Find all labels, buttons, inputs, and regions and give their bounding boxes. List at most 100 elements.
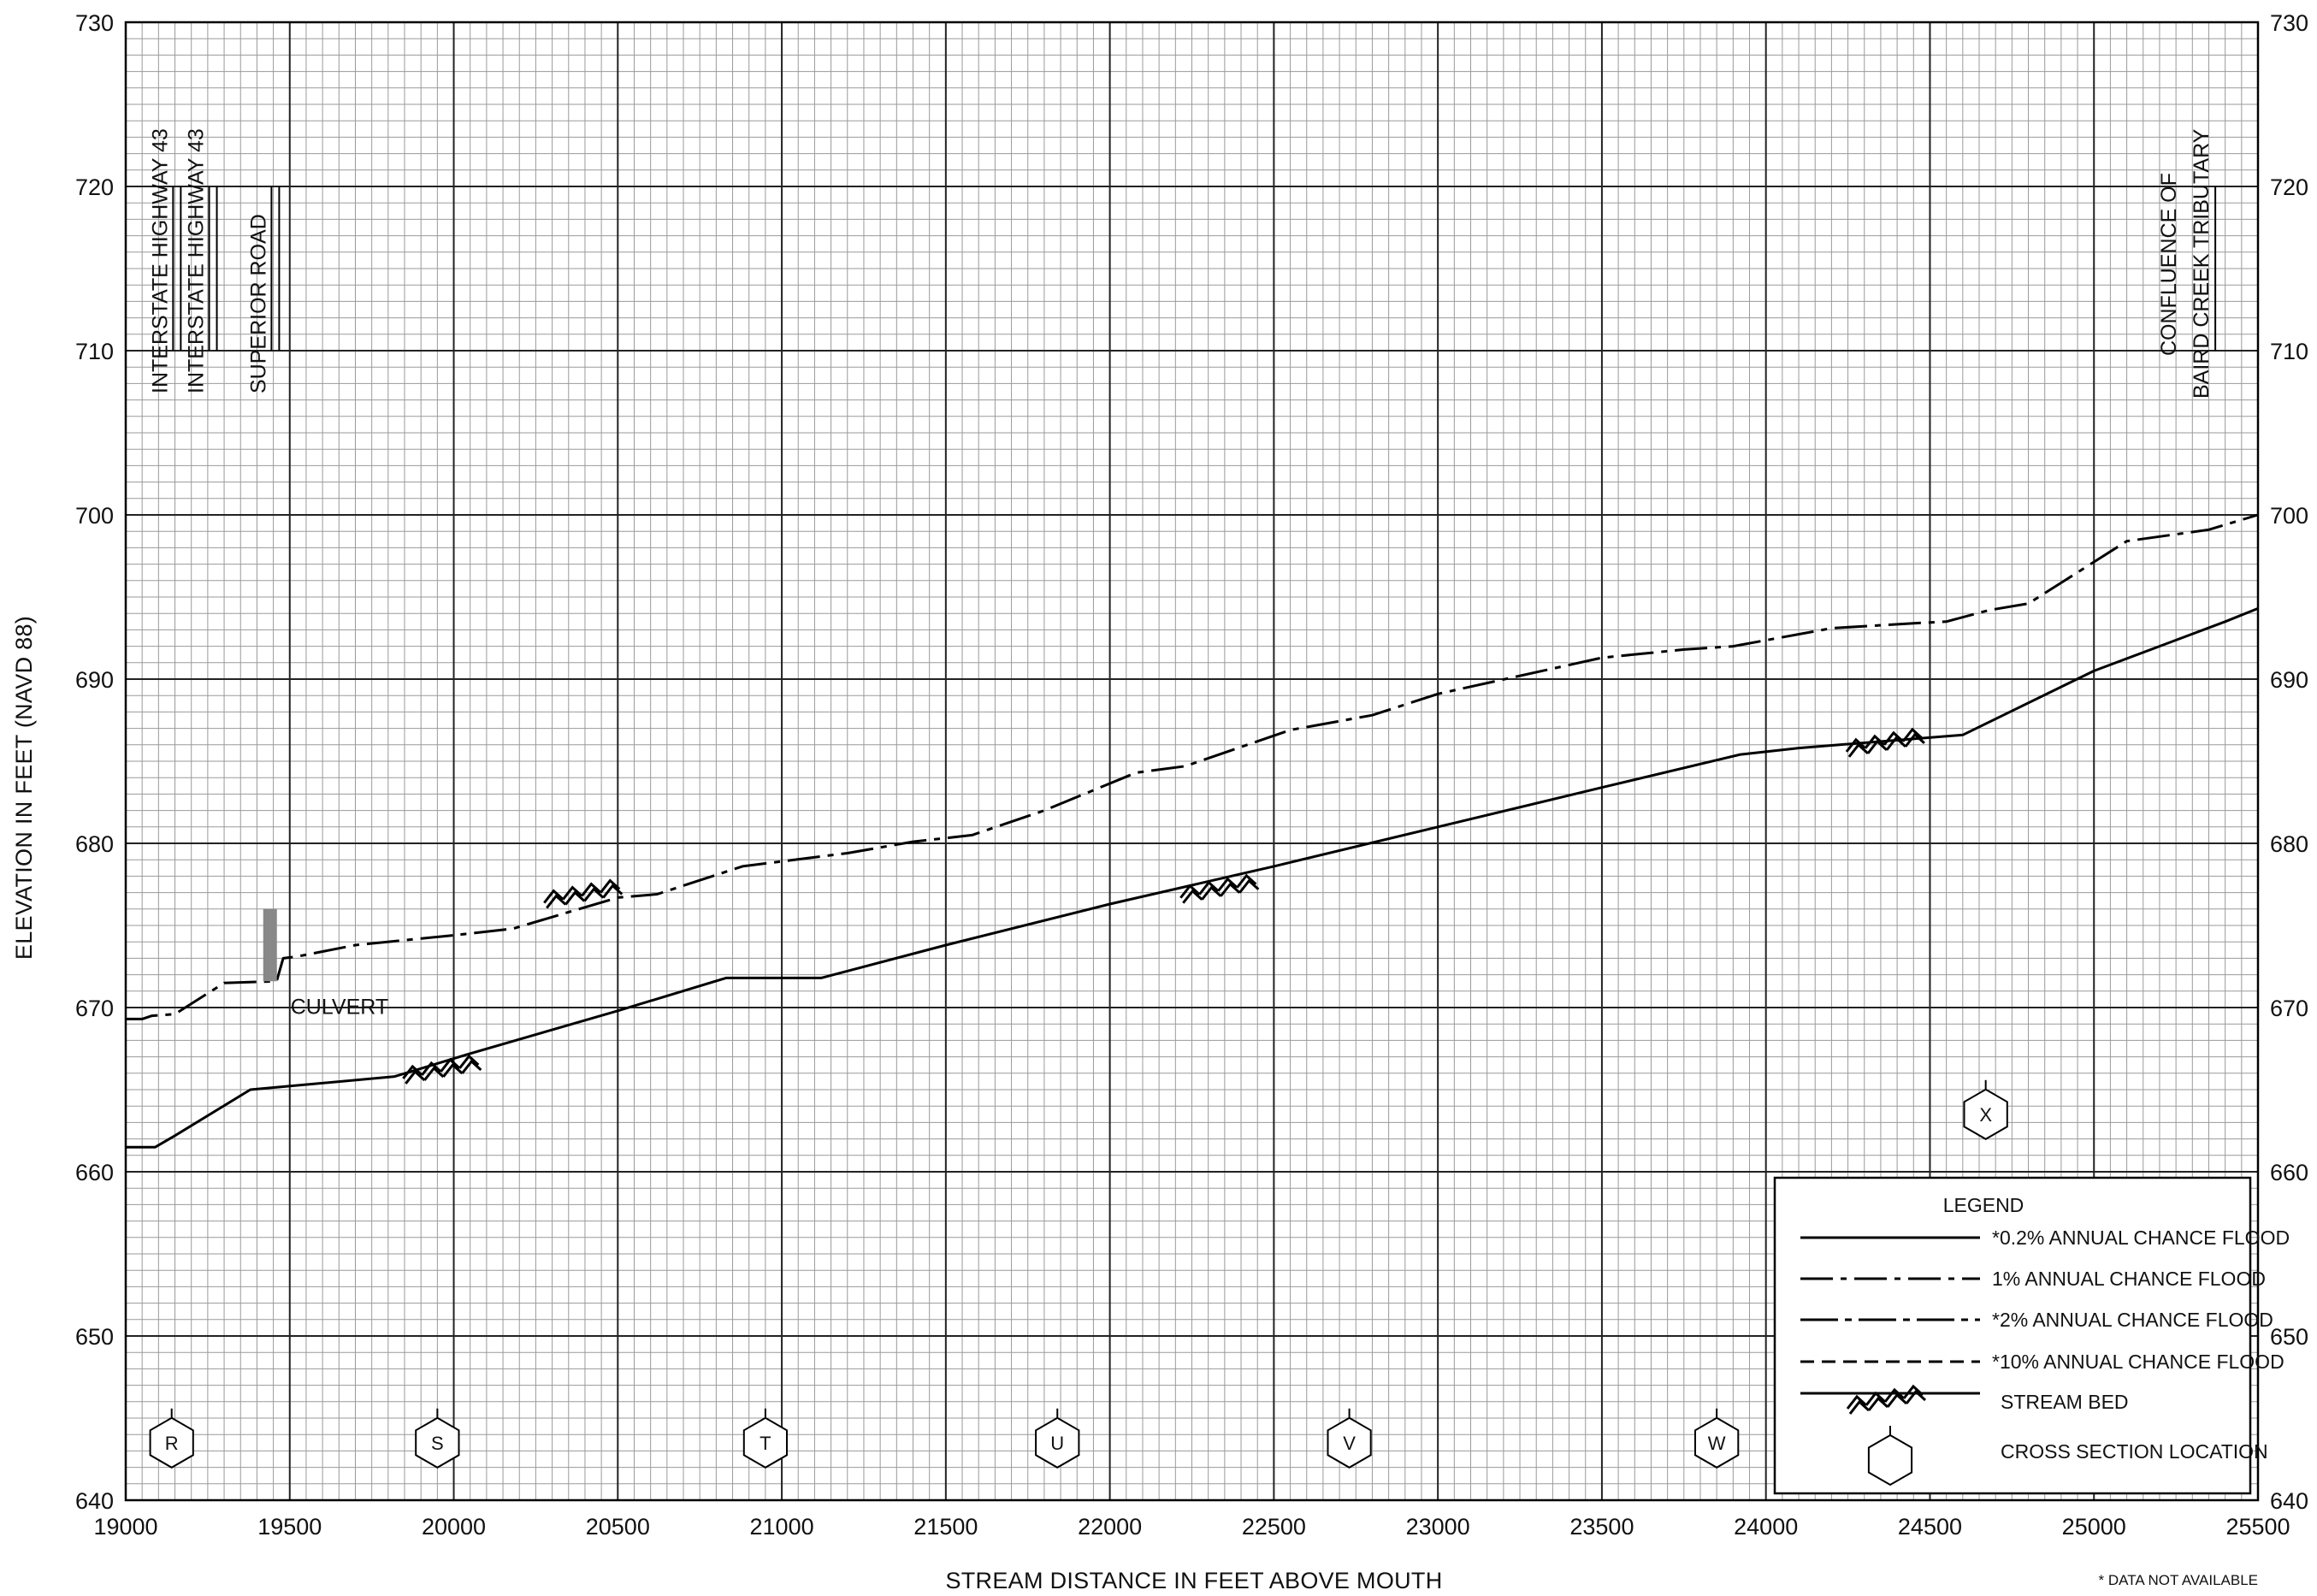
legend-item-4: STREAM BED <box>2001 1391 2129 1413</box>
cross-section-hexagon <box>1694 1416 1740 1469</box>
stream-bed-stroke <box>442 1062 464 1078</box>
stream-bed-stroke <box>1867 1396 1889 1411</box>
y-tick-label-left: 660 <box>75 1160 114 1185</box>
stream-bed-stroke <box>1886 1392 1908 1408</box>
stream-bed-mark <box>1845 727 1925 758</box>
y-tick-label-left: 730 <box>75 10 114 36</box>
stream-bed-stroke <box>1901 727 1923 742</box>
stream-bed-stroke <box>1883 730 1904 746</box>
y-tick-label-right: 660 <box>2270 1160 2308 1185</box>
stream-bed-stroke <box>1220 882 1241 897</box>
stream-bed-mark <box>402 1054 482 1085</box>
y-tick-label-right: 710 <box>2270 339 2308 364</box>
y-tick-label-right: 680 <box>2270 831 2308 857</box>
culvert-bar <box>263 908 277 982</box>
structure-label: INTERSTATE HIGHWAY 43 <box>148 128 172 393</box>
y-tick-label-left: 650 <box>75 1324 114 1350</box>
structure-label: INTERSTATE HIGHWAY 43 <box>185 128 209 393</box>
legend-item-1: 1% ANNUAL CHANCE FLOOD <box>1992 1268 2266 1290</box>
x-tick-label: 21000 <box>750 1514 814 1540</box>
cross-section-hexagon <box>149 1416 194 1469</box>
series-line-1 <box>126 513 2259 1020</box>
y-tick-label-right: 720 <box>2270 174 2308 200</box>
structure-label: SUPERIOR ROAD <box>246 214 270 393</box>
y-tick-label-left: 680 <box>75 831 114 857</box>
y-tick-label-left: 670 <box>75 996 114 1021</box>
axis-tick-labels: 19000 19500 20000 20500 21000 21500 22000 22500… <box>75 10 2308 1540</box>
cross-section-hexagon <box>1035 1416 1080 1469</box>
stream-bed-stroke <box>1905 1389 1927 1404</box>
stream-bed-stroke <box>1885 736 1906 751</box>
structure-markers: INTERSTATE HIGHWAY 43 INTERSTATE HIGHWAY … <box>148 128 2217 399</box>
legend-item-0: *0.2% ANNUAL CHANCE FLOOD <box>1992 1227 2290 1249</box>
legend-swatch-stream-bed <box>1846 1384 1927 1415</box>
cross-section-hexagon <box>1963 1088 2008 1140</box>
y-tick-label-left: 720 <box>75 174 114 200</box>
x-tick-label: 25000 <box>2062 1514 2126 1540</box>
y-tick-label-right: 700 <box>2270 503 2308 529</box>
cross-section-label: R <box>165 1433 179 1454</box>
y-tick-label-left: 640 <box>75 1488 114 1514</box>
y-tick-label-right: 690 <box>2270 667 2308 693</box>
footnote: * DATA NOT AVAILABLE <box>2099 1572 2258 1588</box>
y-tick-label-left: 690 <box>75 667 114 693</box>
stream-bed-stroke <box>1864 734 1885 749</box>
stream-bed-stroke <box>1201 885 1222 901</box>
stream-bed-stroke <box>1198 880 1220 896</box>
cross-section-label: T <box>760 1433 771 1454</box>
cross-section-label: S <box>431 1433 444 1454</box>
x-tick-label: 22500 <box>1242 1514 1306 1540</box>
legend-box <box>1773 1176 2252 1495</box>
x-tick-label: 24500 <box>1898 1514 1962 1540</box>
stream-bed-stroke <box>1179 884 1201 899</box>
stream-bed-stroke <box>423 1066 445 1081</box>
stream-bed-stroke <box>1845 737 1866 753</box>
stream-bed-stroke <box>562 885 583 901</box>
stream-bed-stroke <box>1217 877 1238 892</box>
x-tick-label: 22000 <box>1078 1514 1142 1540</box>
stream-bed-stroke <box>405 1069 426 1085</box>
y-axis-title: ELEVATION IN FEET (NAVD 88) <box>11 616 37 960</box>
stream-bed-stroke <box>1904 732 1925 748</box>
stream-bed-stroke <box>1902 1384 1924 1399</box>
stream-bed-stroke <box>1866 739 1888 754</box>
stream-bed-stroke <box>1847 742 1869 758</box>
cross-section-hexagon <box>742 1416 788 1469</box>
x-axis-title: STREAM DISTANCE IN FEET ABOVE MOUTH <box>945 1568 1442 1593</box>
x-tick-label: 23500 <box>1569 1514 1634 1540</box>
y-tick-label-right: 640 <box>2270 1488 2308 1514</box>
stream-bed-stroke <box>546 894 567 909</box>
legend-swatch-cross-section <box>1867 1433 1913 1487</box>
stream-bed-stroke <box>458 1054 480 1069</box>
cross-section-label: X <box>1979 1104 1992 1126</box>
stream-bed-stroke <box>581 882 602 897</box>
legend-title: LEGEND <box>1943 1194 2024 1216</box>
series-line-0 <box>126 607 2259 1149</box>
stream-bed-stroke <box>461 1059 482 1074</box>
stream-bed-mark <box>1179 873 1260 904</box>
stream-bed-stroke <box>1883 1387 1906 1403</box>
stream-bed-stroke <box>564 890 586 906</box>
x-tick-label: 23000 <box>1406 1514 1470 1540</box>
legend: LEGEND *0.2% ANNUAL CHANCE FLOOD 1% ANNUAL… <box>1773 1176 2290 1495</box>
x-tick-label: 19500 <box>257 1514 322 1540</box>
stream-bed-stroke <box>1236 873 1257 889</box>
cross-section-label: W <box>1708 1433 1726 1454</box>
stream-bed-stroke <box>543 889 564 904</box>
confluence-label-1: CONFLUENCE OF <box>2157 173 2181 356</box>
x-tick-label: 19000 <box>93 1514 157 1540</box>
y-tick-label-right: 730 <box>2270 10 2308 36</box>
stream-bed-stroke <box>1848 1399 1871 1415</box>
x-tick-label: 25500 <box>2225 1514 2290 1540</box>
flood-series: CULVERT <box>126 513 2259 1149</box>
stream-bed-stroke <box>1846 1394 1868 1410</box>
x-tick-label: 21500 <box>913 1514 978 1540</box>
stream-bed-stroke <box>1182 889 1203 904</box>
x-tick-label: 24000 <box>1734 1514 1798 1540</box>
cross-section-markers: R S T U V W X <box>149 1079 2008 1469</box>
legend-item-5: CROSS SECTION LOCATION <box>2001 1440 2268 1463</box>
stream-bed-stroke <box>600 878 621 894</box>
stream-bed-marks <box>402 727 1925 1085</box>
stream-bed-stroke <box>421 1061 442 1076</box>
